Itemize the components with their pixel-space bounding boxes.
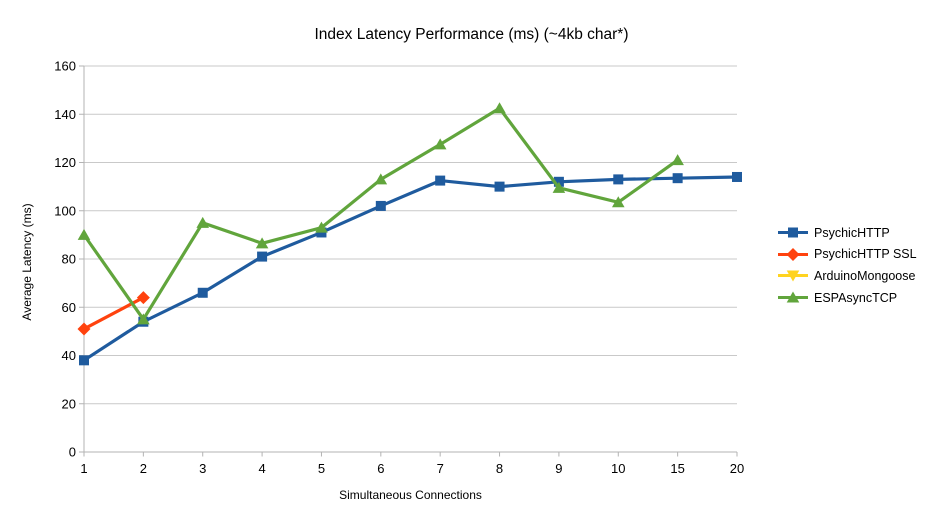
y-axis-title: Average Latency (ms)	[20, 203, 34, 321]
data-point-psychichttp-3	[197, 287, 208, 298]
x-axis-title: Simultaneous Connections	[339, 488, 482, 502]
legend-marker-espasynctcp	[778, 291, 808, 303]
data-point-espasynctcp-4	[255, 237, 269, 249]
y-tick-label: 20	[62, 396, 76, 411]
y-tick-label: 0	[69, 445, 76, 460]
legend-marker-shape-arduinomongoose	[786, 270, 800, 282]
legend-item-espasynctcp: ESPAsyncTCP	[777, 287, 917, 309]
y-tick-label: 80	[62, 252, 76, 267]
x-tick-label: 15	[670, 461, 684, 476]
data-point-psychichttp-7	[435, 175, 446, 186]
series-line-psychichttp	[83, 175, 738, 362]
data-point-espasynctcp-9	[552, 181, 566, 193]
legend-label-psychichttp: PsychicHTTP	[814, 225, 890, 240]
data-point-psychichttp-ssl-2	[136, 291, 150, 305]
x-tick-label: 3	[199, 461, 206, 476]
data-point-espasynctcp-15	[671, 154, 684, 166]
data-point-espasynctcp-2	[137, 313, 150, 325]
legend-item-arduinomongoose: ArduinoMongoose	[777, 265, 917, 287]
legend-label-psychichttp-ssl: PsychicHTTP SSL	[814, 247, 917, 262]
data-point-espasynctcp-6	[374, 173, 388, 185]
data-point-psychichttp-10	[613, 174, 624, 185]
data-point-psychichttp-4	[257, 251, 268, 262]
y-tick-label: 40	[62, 348, 76, 363]
legend-item-psychichttp-ssl: PsychicHTTP SSL	[777, 244, 917, 266]
chart-title: Index Latency Performance (ms) (~4kb cha…	[314, 26, 629, 43]
legend-marker-psychichttp	[778, 227, 808, 238]
data-point-espasynctcp-7	[433, 138, 447, 150]
data-point-espasynctcp-3	[196, 216, 210, 228]
data-point-psychichttp-1	[79, 355, 89, 366]
legend-marker-shape-espasynctcp	[786, 291, 800, 303]
legend-marker-arduinomongoose	[778, 270, 808, 282]
data-point-psychichttp-20	[732, 171, 742, 182]
legend-item-psychichttp: PsychicHTTP	[777, 222, 917, 244]
data-point-espasynctcp-8	[493, 102, 506, 114]
data-point-psychichttp-8	[494, 181, 505, 192]
data-point-psychichttp-9	[553, 176, 564, 187]
data-point-psychichttp-15	[672, 173, 683, 184]
x-tick-label: 7	[437, 461, 444, 476]
x-tick-label: 1	[80, 461, 87, 476]
y-tick-label: 140	[54, 107, 76, 122]
legend-marker-shape-psychichttp-ssl	[786, 247, 800, 261]
legend-label-arduinomongoose: ArduinoMongoose	[814, 268, 916, 283]
x-tick-label: 20	[730, 461, 744, 476]
data-point-psychichttp-ssl-1	[77, 322, 91, 336]
x-tick-label: 2	[140, 461, 147, 476]
series-line-espasynctcp	[82, 106, 679, 323]
x-tick-label: 5	[318, 461, 325, 476]
legend-marker-shape-psychichttp	[788, 227, 798, 238]
legend: PsychicHTTP PsychicHTTP SSL ArduinoMongoos…	[777, 222, 917, 308]
y-tick-label: 60	[62, 300, 76, 315]
y-tick-label: 160	[54, 59, 76, 74]
data-point-espasynctcp-5	[315, 221, 328, 233]
data-point-espasynctcp-1	[77, 228, 91, 240]
x-tick-label: 4	[258, 461, 265, 476]
series-line-psychichttp-ssl	[83, 296, 145, 331]
x-tick-label: 10	[611, 461, 625, 476]
x-tick-label: 8	[496, 461, 503, 476]
data-point-espasynctcp-10	[611, 196, 625, 208]
x-tick-label: 6	[377, 461, 384, 476]
x-tick-label: 9	[555, 461, 562, 476]
data-point-psychichttp-6	[375, 200, 386, 211]
legend-label-espasynctcp: ESPAsyncTCP	[814, 290, 898, 305]
y-tick-label: 120	[54, 155, 76, 170]
legend-marker-psychichttp-ssl	[778, 247, 808, 261]
y-tick-label: 100	[54, 203, 76, 218]
